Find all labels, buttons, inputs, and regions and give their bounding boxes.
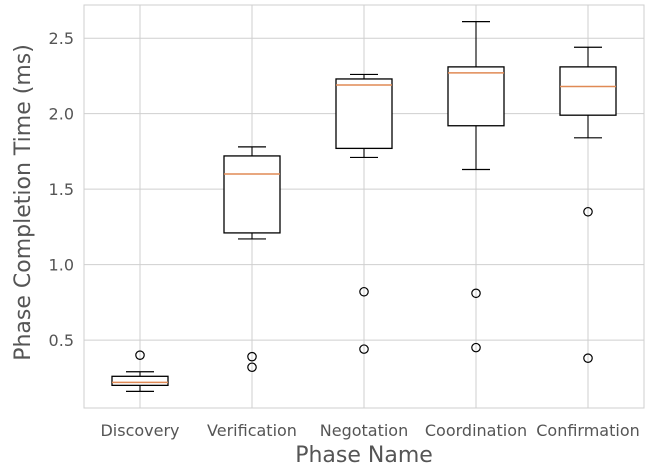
- outlier-point: [359, 286, 369, 297]
- x-tick-label: Verification: [207, 421, 297, 440]
- grid-layer: [84, 5, 644, 408]
- y-tick-label: 0.5: [49, 331, 74, 350]
- outlier-point: [247, 362, 257, 373]
- y-axis-ticks: 0.5 1.0 1.5 2.0 2.5: [49, 29, 74, 350]
- box-coordination: [447, 21, 505, 353]
- x-axis-ticks: Discovery Verification Negotation Coordinat…: [100, 421, 639, 440]
- plot-area: [83, 4, 645, 409]
- outlier-point: [135, 350, 145, 360]
- box-verification: [223, 146, 281, 373]
- y-tick-label: 1.0: [49, 256, 74, 275]
- x-tick-label: Coordination: [425, 421, 527, 440]
- y-axis-title: Phase Completion Time (ms): [11, 44, 36, 361]
- x-tick-label: Discovery: [100, 421, 179, 440]
- x-tick-label: Negotation: [320, 421, 408, 440]
- iqr-box: [447, 66, 505, 127]
- outlier-point: [471, 342, 481, 353]
- outlier-point: [583, 206, 593, 217]
- y-tick-label: 1.5: [49, 180, 74, 199]
- box-negotation: [335, 73, 393, 354]
- y-tick-label: 2.5: [49, 29, 74, 48]
- box-discovery: [111, 350, 169, 392]
- iqr-box: [335, 78, 393, 150]
- x-tick-label: Confirmation: [536, 421, 640, 440]
- box-layer: [111, 21, 617, 392]
- outlier-point: [247, 351, 257, 362]
- y-tick-label: 2.0: [49, 105, 74, 124]
- box-confirmation: [559, 46, 617, 363]
- outlier-point: [583, 353, 593, 363]
- x-axis-title: Phase Name: [295, 443, 433, 467]
- outlier-point: [359, 344, 369, 354]
- outlier-point: [471, 288, 481, 299]
- iqr-box: [223, 155, 281, 234]
- iqr-box: [111, 375, 169, 387]
- iqr-box: [559, 66, 617, 116]
